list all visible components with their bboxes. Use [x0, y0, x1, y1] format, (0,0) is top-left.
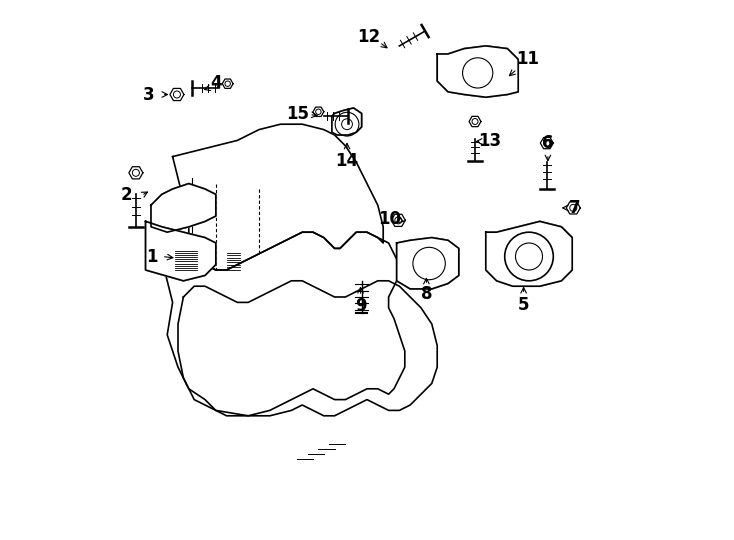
Text: 12: 12	[357, 28, 380, 46]
Text: 2: 2	[121, 186, 133, 205]
Text: 9: 9	[355, 297, 366, 315]
Polygon shape	[396, 238, 459, 289]
Text: 14: 14	[335, 152, 359, 170]
Text: 6: 6	[542, 134, 553, 152]
Polygon shape	[145, 221, 216, 281]
Text: 8: 8	[421, 285, 432, 303]
Text: 11: 11	[517, 50, 539, 69]
Text: 13: 13	[479, 132, 501, 151]
Polygon shape	[151, 184, 216, 232]
Polygon shape	[486, 221, 573, 286]
Text: 10: 10	[378, 210, 401, 228]
Text: 4: 4	[210, 73, 222, 92]
Text: 5: 5	[518, 296, 529, 314]
Polygon shape	[437, 46, 518, 97]
Polygon shape	[332, 108, 362, 135]
Text: 3: 3	[142, 85, 154, 104]
Text: 7: 7	[569, 199, 581, 217]
Text: 1: 1	[146, 247, 158, 266]
Text: 15: 15	[286, 105, 309, 124]
